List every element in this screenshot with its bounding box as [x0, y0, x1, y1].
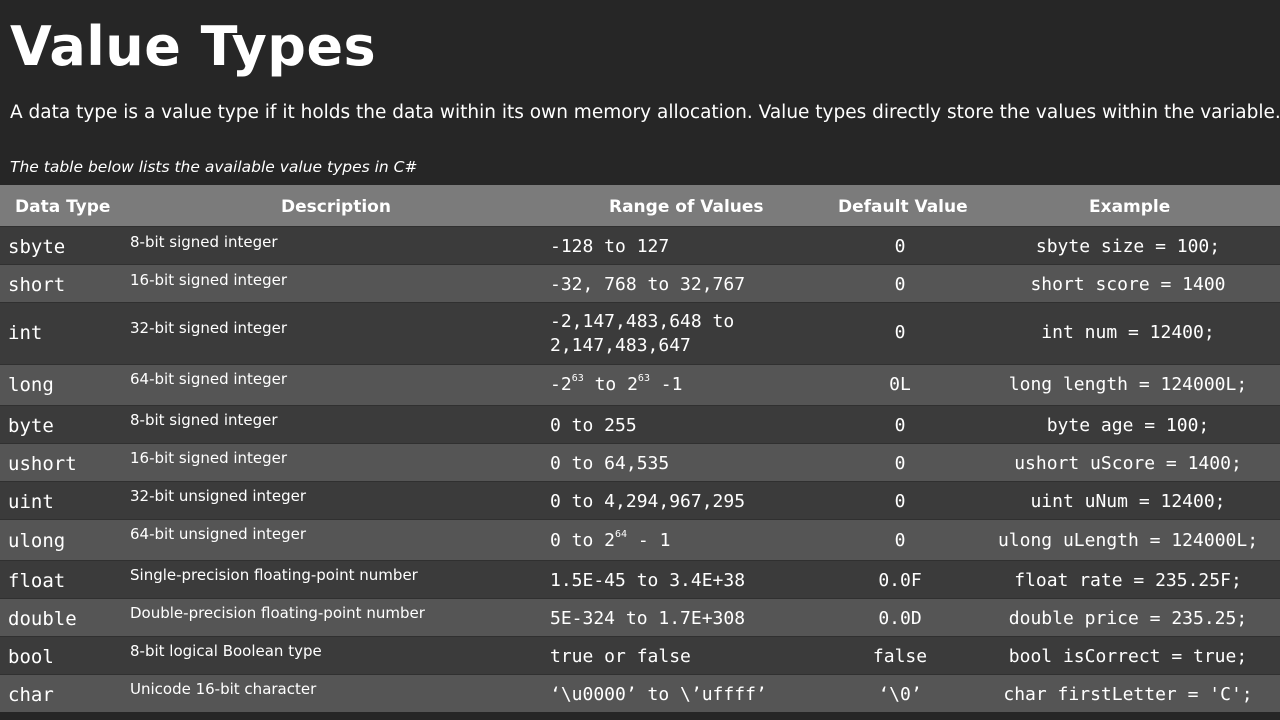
- cell-range: true or false: [550, 646, 691, 667]
- cell-type: short: [8, 274, 66, 296]
- table-row: sbyte 8-bit signed integer -128 to 127 0…: [0, 226, 1280, 264]
- table-row: long 64-bit signed integer -263 to 263 -…: [0, 364, 1280, 405]
- header-description: Description: [281, 197, 391, 217]
- page-subtitle: A data type is a value type if it holds …: [10, 102, 1280, 123]
- cell-default: 0: [894, 274, 906, 295]
- cell-type: double: [8, 608, 77, 630]
- exponent: 63: [637, 373, 650, 384]
- cell-range: -2,147,483,648 to 2,147,483,647: [550, 310, 734, 358]
- cell-default: false: [872, 646, 928, 667]
- cell-example: char firstLetter = 'C';: [1003, 684, 1253, 705]
- cell-type: float: [8, 570, 66, 592]
- cell-type: uint: [8, 491, 54, 513]
- cell-range: 1.5E-45 to 3.4E+38: [550, 570, 746, 591]
- cell-range: -32, 768 to 32,767: [550, 274, 746, 295]
- cell-type: sbyte: [8, 236, 66, 258]
- cell-range: ‘\u0000’ to \’uffff’: [550, 684, 767, 705]
- cell-example: ulong uLength = 124000L;: [997, 530, 1259, 551]
- cell-default: 0: [894, 530, 906, 551]
- cell-description: 8-bit logical Boolean type: [130, 642, 322, 660]
- cell-range: -128 to 127: [550, 236, 670, 257]
- cell-range: 5E-324 to 1.7E+308: [550, 608, 746, 629]
- cell-description: 16-bit signed integer: [130, 271, 288, 289]
- table-row: ushort 16-bit signed integer 0 to 64,535…: [0, 443, 1280, 481]
- table-row: short 16-bit signed integer -32, 768 to …: [0, 264, 1280, 302]
- cell-description: 64-bit unsigned integer: [130, 525, 307, 543]
- table-caption: The table below lists the available valu…: [10, 158, 418, 176]
- header-default: Default Value: [838, 197, 968, 217]
- table-row: ulong 64-bit unsigned integer 0 to 264 -…: [0, 519, 1280, 560]
- cell-description: 32-bit signed integer: [130, 319, 288, 337]
- cell-description: Unicode 16-bit character: [130, 680, 317, 698]
- cell-description: 8-bit signed integer: [130, 411, 278, 429]
- table-row: float Single-precision floating-point nu…: [0, 560, 1280, 598]
- cell-example: int num = 12400;: [1041, 322, 1215, 343]
- page-title: Value Types: [10, 15, 377, 78]
- cell-example: double price = 235.25;: [1008, 608, 1248, 629]
- cell-default: 0: [894, 236, 906, 257]
- cell-default: ‘\0’: [878, 684, 922, 705]
- cell-example: float rate = 235.25F;: [1014, 570, 1242, 591]
- cell-default: 0L: [889, 374, 911, 395]
- value-types-table: Data Type Description Range of Values De…: [0, 185, 1280, 712]
- cell-example: byte age = 100;: [1046, 415, 1210, 436]
- header-range: Range of Values: [609, 197, 764, 217]
- cell-example: uint uNum = 12400;: [1030, 491, 1226, 512]
- cell-default: 0: [894, 453, 906, 474]
- table-row: bool 8-bit logical Boolean type true or …: [0, 636, 1280, 674]
- cell-range: 0 to 64,535: [550, 453, 670, 474]
- cell-range: -263 to 263 -1: [550, 373, 683, 395]
- cell-description: 8-bit signed integer: [130, 233, 278, 251]
- cell-default: 0.0D: [878, 608, 922, 629]
- header-example: Example: [1089, 197, 1171, 217]
- cell-type: ushort: [8, 453, 77, 475]
- cell-example: bool isCorrect = true;: [1008, 646, 1248, 667]
- cell-type: char: [8, 684, 54, 706]
- table-header-row: Data Type Description Range of Values De…: [0, 185, 1280, 226]
- range-part: - 1: [627, 530, 671, 551]
- cell-example: short score = 1400: [1030, 274, 1226, 295]
- cell-range: 0 to 4,294,967,295: [550, 491, 746, 512]
- cell-description: 32-bit unsigned integer: [130, 487, 307, 505]
- table-row: int 32-bit signed integer -2,147,483,648…: [0, 302, 1280, 364]
- table-row: double Double-precision floating-point n…: [0, 598, 1280, 636]
- cell-description: Double-precision floating-point number: [130, 604, 425, 622]
- range-part: -2: [550, 374, 572, 395]
- cell-type: ulong: [8, 530, 66, 552]
- cell-type: int: [8, 322, 43, 344]
- exponent: 64: [615, 529, 628, 540]
- range-part: 0 to 2: [550, 530, 616, 551]
- cell-example: sbyte size = 100;: [1035, 236, 1221, 257]
- cell-description: 16-bit signed integer: [130, 449, 288, 467]
- cell-example: long length = 124000L;: [1008, 374, 1248, 395]
- header-data-type: Data Type: [15, 197, 111, 217]
- cell-example: ushort uScore = 1400;: [1014, 453, 1242, 474]
- cell-range-line-1: -2,147,483,648 to: [550, 311, 735, 332]
- range-part: -1: [649, 374, 683, 395]
- exponent: 63: [571, 373, 584, 384]
- cell-type: byte: [8, 415, 54, 437]
- cell-type: bool: [8, 646, 54, 668]
- cell-range: 0 to 264 - 1: [550, 529, 671, 551]
- cell-type: long: [8, 374, 54, 396]
- range-part: to 2: [583, 374, 638, 395]
- cell-default: 0: [894, 491, 906, 512]
- cell-description: 64-bit signed integer: [130, 370, 288, 388]
- table-row: char Unicode 16-bit character ‘\u0000’ t…: [0, 674, 1280, 712]
- cell-range: 0 to 255: [550, 415, 637, 436]
- table-row: uint 32-bit unsigned integer 0 to 4,294,…: [0, 481, 1280, 519]
- table-row: byte 8-bit signed integer 0 to 255 0 byt…: [0, 405, 1280, 443]
- cell-default: 0: [894, 415, 906, 436]
- cell-default: 0: [894, 322, 906, 343]
- cell-description: Single-precision floating-point number: [130, 566, 418, 584]
- cell-default: 0.0F: [878, 570, 922, 591]
- cell-range-line-2: 2,147,483,647: [550, 335, 691, 356]
